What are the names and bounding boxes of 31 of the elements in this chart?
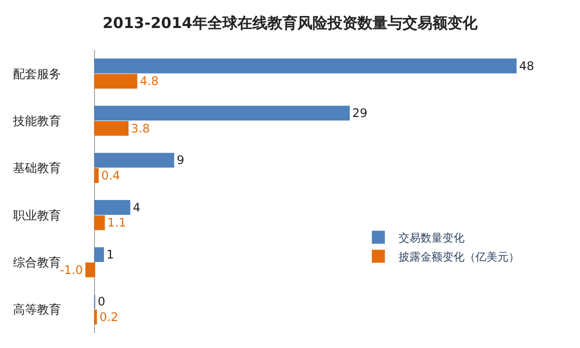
y-tick-label: 高等教育	[13, 302, 61, 317]
y-tick-label: 基础教育	[13, 161, 61, 176]
chart-title: 2013-2014年全球在线教育风险投资数量与交易额变化	[102, 14, 478, 32]
bar	[85, 262, 96, 278]
data-label: 4.8	[140, 74, 159, 88]
y-tick-label: 综合教育	[13, 255, 61, 270]
data-label: 48	[519, 58, 534, 73]
bar	[94, 215, 105, 230]
data-label: 1	[106, 248, 114, 262]
data-label: 0.2	[99, 310, 118, 324]
bar	[94, 106, 350, 120]
data-label: 4	[132, 200, 140, 214]
y-tick-label: 技能教育	[12, 114, 61, 128]
data-label: 0	[98, 294, 106, 309]
bar	[94, 247, 104, 262]
data-label: 3.8	[131, 121, 150, 136]
bar	[94, 168, 99, 183]
bar	[94, 74, 138, 89]
bar	[94, 58, 517, 74]
bar	[94, 121, 129, 136]
bar	[94, 152, 174, 168]
legend-label: 披露金额变化（亿美元）	[398, 250, 520, 264]
legend-label: 交易数量变化	[398, 232, 464, 245]
y-tick-label: 职业教育	[13, 208, 61, 222]
data-label: 1.1	[107, 216, 126, 230]
data-label: 9	[176, 153, 184, 168]
data-label: -1.0	[60, 262, 83, 277]
data-label: 0.4	[101, 168, 120, 183]
y-tick-label: 配套服务	[13, 66, 61, 81]
bar	[94, 200, 130, 215]
data-label: 29	[352, 106, 368, 120]
